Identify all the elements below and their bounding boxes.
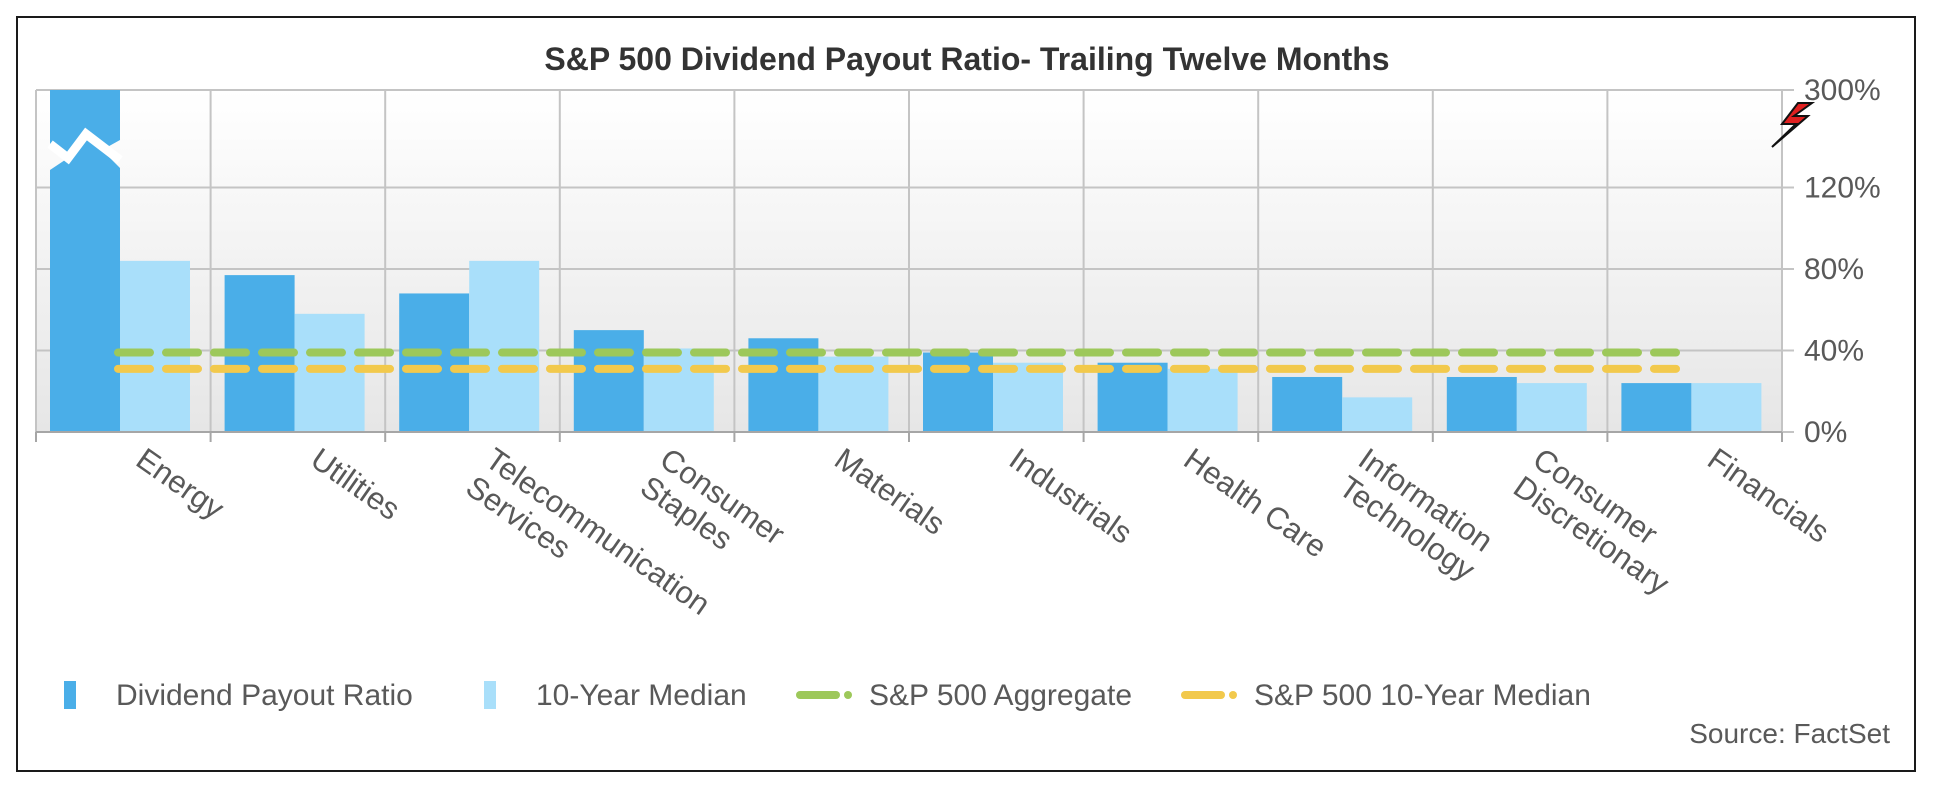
legend-label: S&P 500 10-Year Median [1254, 679, 1591, 712]
bar-dividend-payout-ratio [573, 330, 644, 432]
legend: Dividend Payout Ratio 10-Year Median S&P 5… [64, 679, 1591, 712]
legend-swatch [64, 681, 76, 709]
y-tick-label: 80% [1804, 253, 1864, 286]
reference-lines [114, 348, 1680, 373]
bar-10-year-median [993, 362, 1063, 432]
x-tick-label-line: Materials [828, 441, 951, 542]
bar-10-year-median [1342, 397, 1413, 432]
axis-break-mark [47, 127, 123, 165]
x-tick-label: ConsumerDiscretionary [1507, 441, 1695, 602]
x-tick-label-line: Utilities [305, 441, 407, 527]
x-tick-label: Energy [130, 441, 231, 526]
x-tick-label-line: Health Care [1178, 441, 1334, 565]
bar-10-year-median [1691, 383, 1762, 432]
legend-label: Dividend Payout Ratio [116, 679, 413, 712]
legend-label: S&P 500 Aggregate [869, 679, 1132, 712]
bar-10-year-median [120, 260, 190, 432]
lightning-icon [1771, 102, 1816, 148]
bar-dividend-payout-ratio [923, 352, 993, 432]
y-tick-label: 120% [1804, 172, 1881, 205]
x-tick-label: Utilities [305, 441, 407, 527]
legend-swatch-dot [844, 691, 852, 699]
source-note: Source: FactSet [1689, 718, 1890, 749]
x-tick-label: Industrials [1003, 441, 1139, 551]
bar-dividend-payout-ratio [50, 90, 120, 432]
legend-swatch-dot [1229, 691, 1237, 699]
bar-10-year-median [294, 313, 365, 432]
bar-dividend-payout-ratio [1446, 376, 1517, 432]
bar-10-year-median [469, 260, 540, 432]
bar-dividend-payout-ratio [1272, 376, 1343, 432]
x-tick-label-line: Industrials [1003, 441, 1139, 551]
legend-swatch [484, 681, 496, 709]
x-tick-label-line: Financials [1701, 441, 1835, 550]
x-tick-label-line: Energy [130, 441, 231, 526]
bar-10-year-median [643, 348, 714, 432]
bar-dividend-payout-ratio [1621, 383, 1692, 432]
bar-10-year-median [1167, 368, 1238, 432]
x-tick-label: Financials [1701, 441, 1835, 550]
chart-title: S&P 500 Dividend Payout Ratio- Trailing … [544, 41, 1389, 77]
y-tick-label: 40% [1804, 335, 1864, 368]
bar-dividend-payout-ratio [399, 293, 470, 432]
legend-label: 10-Year Median [536, 679, 747, 712]
y-tick-label: 0% [1804, 416, 1847, 449]
bar-dividend-payout-ratio [1097, 362, 1168, 432]
x-tick-label: InformationTechnology [1333, 441, 1501, 588]
bar-10-year-median [1516, 383, 1587, 432]
y-tick-label: 300% [1804, 74, 1881, 107]
x-tick-label: Health Care [1178, 441, 1334, 565]
x-tick-label: Materials [828, 441, 951, 542]
